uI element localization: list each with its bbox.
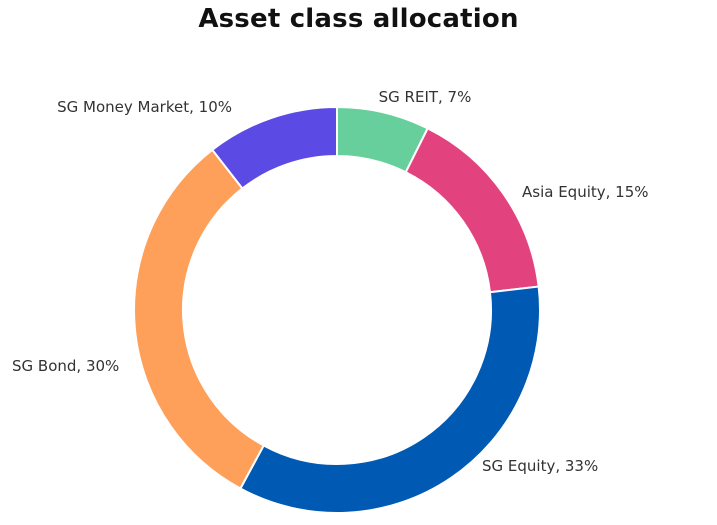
slice-label-sg-reit: SG REIT, 7% [379,88,472,106]
slice-label-sg-equity: SG Equity, 33% [482,457,598,475]
slice-label-asia-equity: Asia Equity, 15% [522,183,649,201]
chart-title: Asset class allocation [198,4,519,34]
slice-asia-equity [404,127,540,294]
slice-label-sg-money-market: SG Money Market, 10% [57,98,232,116]
slice-label-sg-bond: SG Bond, 30% [12,357,119,375]
slice-sg-money-market [210,105,338,190]
slice-labels: SG REIT, 7% Asia Equity, 15% SG Equity, 33… [12,88,649,475]
slice-sg-bond [133,148,266,490]
donut-slices [133,105,541,514]
slice-sg-equity [239,285,541,514]
